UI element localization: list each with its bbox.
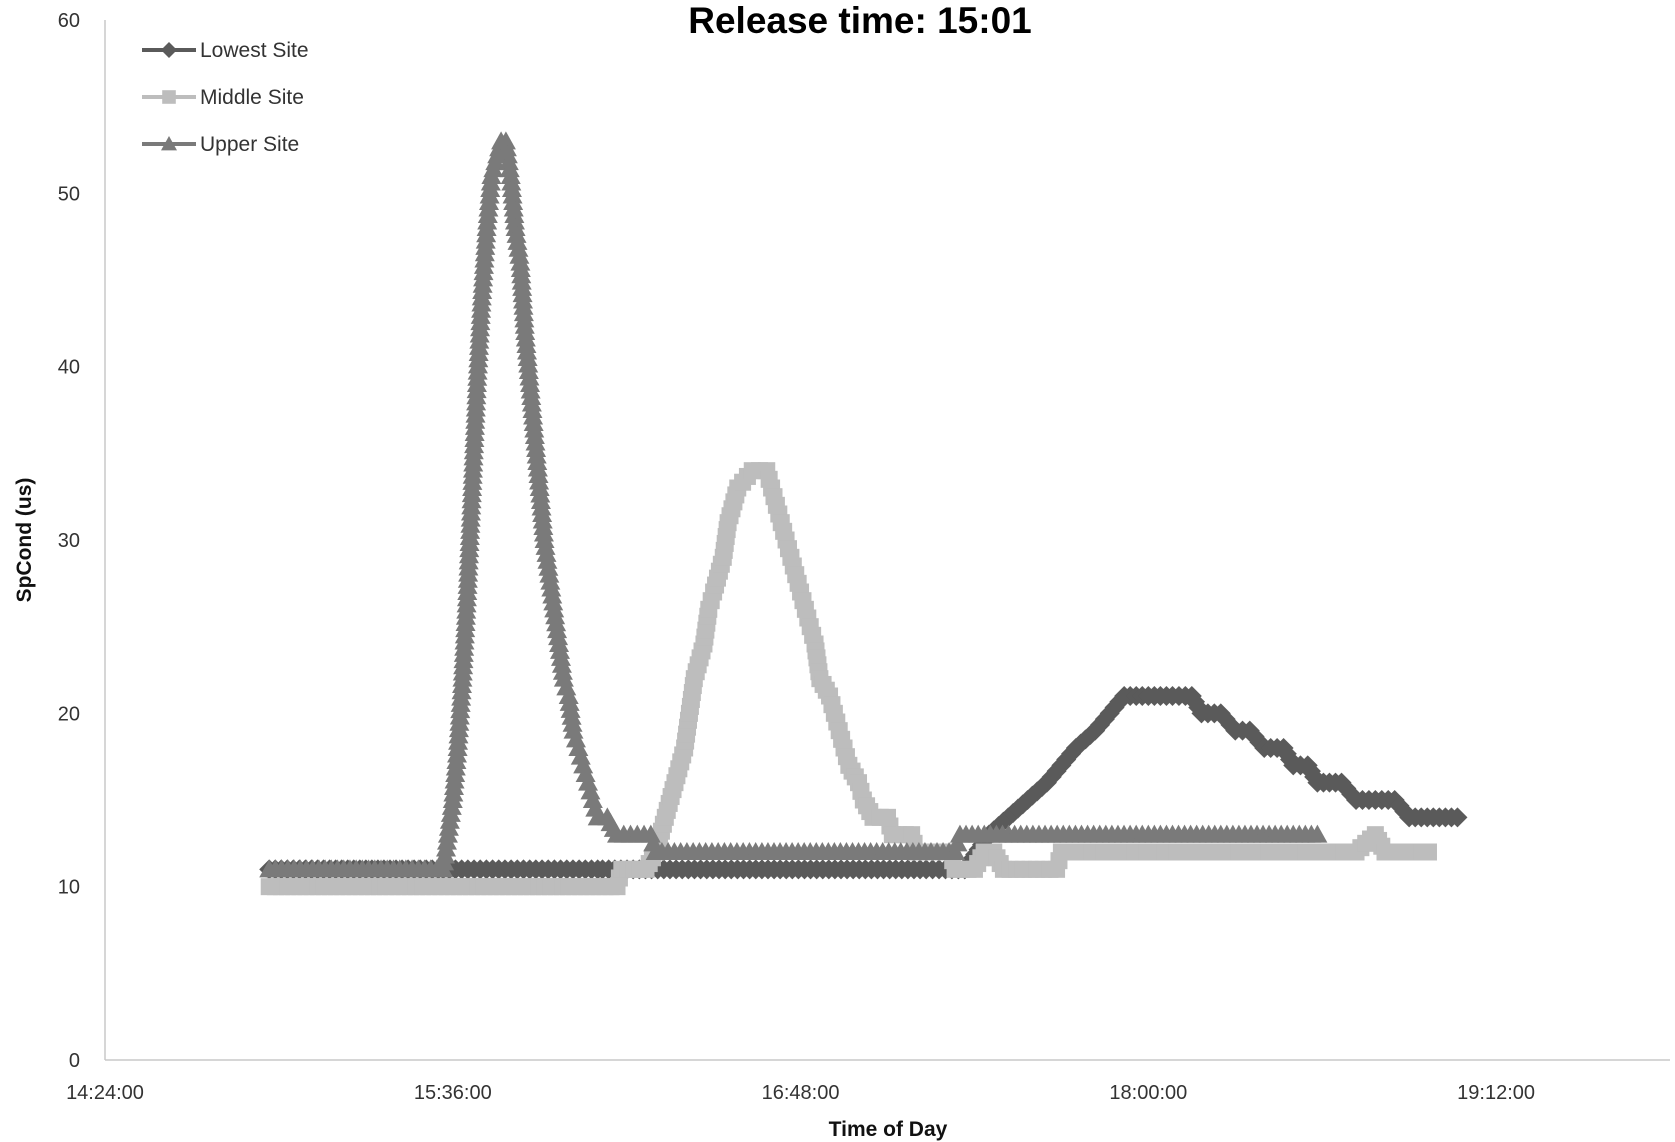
y-tick-label: 20 bbox=[58, 703, 80, 725]
x-tick-label: 16:48:00 bbox=[762, 1082, 840, 1104]
data-point-square bbox=[1419, 843, 1437, 861]
x-tick-label: 18:00:00 bbox=[1109, 1082, 1187, 1104]
data-point-diamond bbox=[161, 42, 177, 58]
legend-label: Lowest Site bbox=[200, 39, 309, 62]
plot-area bbox=[104, 20, 1670, 1061]
y-tick-label: 10 bbox=[58, 877, 80, 899]
legend-item: Lowest Site bbox=[142, 39, 309, 62]
x-axis-title: Time of Day bbox=[829, 1118, 948, 1141]
x-tick-labels: 14:24:00 15:36:00 16:48:00 18:00:00 19:12:00 bbox=[66, 1082, 1535, 1104]
legend-item: Middle Site bbox=[142, 86, 304, 109]
y-tick-label: 40 bbox=[58, 357, 80, 379]
series-line bbox=[269, 139, 1318, 872]
chart-title: Release time: 15:01 bbox=[688, 0, 1031, 41]
data-point-diamond bbox=[1447, 807, 1468, 828]
legend: Lowest Site Middle Site Upper Site bbox=[142, 39, 309, 156]
y-tick-label: 0 bbox=[69, 1050, 80, 1072]
series-upper-site bbox=[259, 131, 1328, 878]
y-tick-label: 60 bbox=[58, 10, 80, 32]
legend-item: Upper Site bbox=[142, 133, 299, 156]
x-tick-label: 19:12:00 bbox=[1457, 1082, 1535, 1104]
y-axis-title: SpCond (us) bbox=[13, 478, 36, 603]
y-tick-label: 30 bbox=[58, 530, 80, 552]
legend-label: Middle Site bbox=[200, 86, 304, 109]
x-tick-label: 14:24:00 bbox=[66, 1082, 144, 1104]
x-tick-label: 15:36:00 bbox=[414, 1082, 492, 1104]
series-middle-site bbox=[260, 462, 1437, 896]
data-point-square bbox=[162, 90, 176, 104]
y-tick-label: 50 bbox=[58, 183, 80, 205]
data-point-triangle bbox=[161, 136, 177, 151]
y-tick-labels: 0 10 20 30 40 50 60 bbox=[58, 10, 80, 1072]
series-layer bbox=[259, 131, 1468, 896]
legend-label: Upper Site bbox=[200, 133, 299, 156]
data-point-triangle bbox=[1307, 824, 1328, 843]
